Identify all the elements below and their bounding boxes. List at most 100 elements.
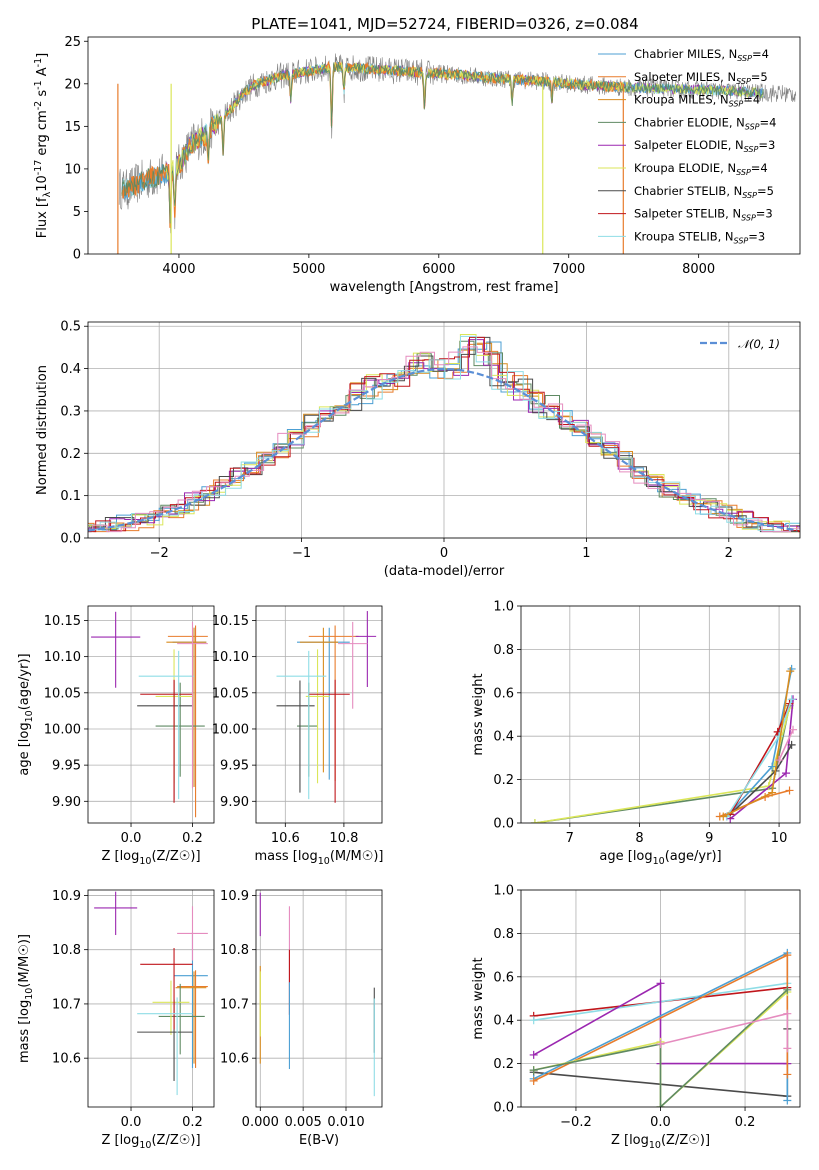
x-tick-label: −0.2	[560, 1115, 592, 1130]
series-marker	[787, 664, 796, 673]
legend-entry: Chabrier MILES, NSSP=4	[634, 47, 769, 63]
y-tick-label: 10.6	[220, 1052, 249, 1067]
data-point	[177, 970, 208, 1068]
legend-entry: Kroupa MILES, NSSP=4	[634, 93, 760, 109]
x-tick-label: 0.2	[182, 831, 203, 846]
series-marker	[775, 756, 784, 765]
mass_vs_Z-axes: 0.0 0.2 10.6 10.7 10.8 10.9 Z [log10(Z/Z☉)] mas…	[17, 889, 214, 1151]
legend-entry: Kroupa STELIB, NSSP=3	[634, 229, 765, 245]
legend-entry: 𝒩(0, 1)	[738, 337, 780, 351]
x-tick-label: 2	[725, 546, 733, 561]
series-marker	[787, 740, 796, 749]
x-tick-label: 1	[582, 546, 590, 561]
residual-histogram	[88, 346, 800, 533]
x-tick-label: 0.0	[121, 831, 142, 846]
y-tick-label: 0.4	[493, 730, 514, 745]
x-tick-label: 7000	[552, 262, 585, 277]
data-point	[172, 627, 207, 787]
model-spectrum	[121, 61, 764, 224]
series-marker	[782, 769, 791, 778]
y-tick-label: 10.6	[52, 1052, 81, 1067]
series-line	[534, 705, 791, 823]
mass_vs_Z-frame	[87, 889, 215, 1108]
y-tick-label: 25	[64, 35, 81, 50]
series-line	[660, 1012, 789, 1049]
series-marker	[775, 732, 784, 741]
series-marker	[783, 1096, 792, 1105]
series-marker	[783, 985, 792, 994]
spectrum-axes: 4000 5000 6000 7000 8000 0 5 10 15 20 25 wavelength…	[33, 35, 715, 295]
y-tick-label: 9.95	[220, 759, 249, 774]
residual-histogram	[88, 336, 800, 533]
y-tick-label: 0.1	[60, 489, 81, 504]
y-tick-label: 0.0	[493, 1101, 514, 1116]
y-tick-label: 1.0	[493, 884, 514, 899]
y-tick-label: 10.7	[52, 997, 81, 1012]
y-tick-label: 0.2	[60, 447, 81, 462]
series-marker	[786, 667, 795, 676]
data-point	[167, 625, 208, 818]
x-tick-label: 8000	[682, 262, 715, 277]
mass_vs_EBV-axes: 0.000 0.005 0.010 10.6 10.7 10.8 10.9 E(B-V)	[220, 889, 382, 1148]
spectrum-lines	[117, 53, 797, 254]
y-tick-label: 10.05	[212, 686, 249, 701]
series-line	[534, 707, 791, 823]
data-point	[177, 906, 208, 961]
data-point	[158, 983, 205, 1055]
series-marker	[529, 1076, 538, 1085]
data-point	[299, 627, 339, 773]
mass_vs_EBV-frame	[255, 889, 383, 1108]
legend-entry: Kroupa ELODIE, NSSP=4	[634, 161, 768, 177]
legend-entry: Salpeter MILES, NSSP=5	[634, 70, 768, 86]
mass_weight_vs_Z-lines	[529, 948, 792, 1107]
y-tick-label: 9.90	[52, 795, 81, 810]
y-tick-label: 10.9	[220, 889, 249, 904]
y-tick-label: 0.4	[493, 1014, 514, 1029]
data-point	[137, 997, 193, 1096]
data-point	[308, 625, 359, 782]
y-tick-label: 10.10	[44, 650, 81, 665]
series-marker	[787, 695, 796, 704]
age_vs_Z-ylabel: age [log10(age/yr)]	[17, 653, 35, 775]
data-point	[174, 932, 208, 1068]
legend-entry: Chabrier ELODIE, NSSP=4	[634, 115, 776, 131]
data-point	[177, 621, 208, 789]
spectrum-frame	[87, 36, 801, 255]
y-tick-label: 10	[64, 162, 81, 177]
y-tick-label: 0.0	[493, 817, 514, 832]
normal-curve	[88, 367, 798, 532]
series-marker	[530, 819, 539, 823]
age_vs_Z-frame	[87, 605, 215, 824]
data-point	[308, 679, 350, 803]
series-marker	[656, 1103, 665, 1107]
y-tick-label: 0.8	[493, 927, 514, 942]
x-tick-label: −2	[150, 546, 169, 561]
age_vs_Z-xlabel: Z [log10(Z/Z☉)]	[101, 849, 200, 867]
data-point	[355, 611, 377, 688]
residuals-ylabel: Normed distribution	[35, 365, 50, 495]
y-tick-label: 10.7	[220, 997, 249, 1012]
mass_vs_Z-points	[94, 891, 208, 1096]
series-marker	[783, 951, 792, 960]
x-tick-label: 4000	[162, 262, 195, 277]
series-marker	[768, 762, 777, 771]
y-tick-label: 20	[64, 77, 81, 92]
y-tick-label: 0.5	[60, 320, 81, 335]
age_vs_mass-points	[276, 611, 377, 803]
series-line	[533, 981, 788, 1065]
mass_weight_vs_Z-axes: −0.2 0.0 0.2 0.0 0.2 0.4 0.6 0.8 1.0 Z [log10(Z/Z…	[471, 884, 800, 1151]
y-tick-label: 10.15	[44, 614, 81, 629]
series-marker	[789, 725, 798, 734]
y-tick-label: 0.0	[60, 532, 81, 547]
y-tick-label: 0.2	[493, 1057, 514, 1072]
mass_weight_vs_Z-xlabel: Z [log10(Z/Z☉)]	[611, 1133, 710, 1151]
mass_weight_vs_age-ylabel: mass weight	[471, 673, 486, 755]
x-tick-label: 6000	[422, 262, 455, 277]
x-tick-label: 0	[440, 546, 448, 561]
y-tick-label: 10.00	[212, 722, 249, 737]
histograms	[88, 334, 800, 533]
mass_weight_vs_age-xlabel: age [log10(age/yr)]	[599, 849, 721, 867]
series-line	[533, 989, 788, 1107]
y-tick-label: 0.2	[493, 773, 514, 788]
